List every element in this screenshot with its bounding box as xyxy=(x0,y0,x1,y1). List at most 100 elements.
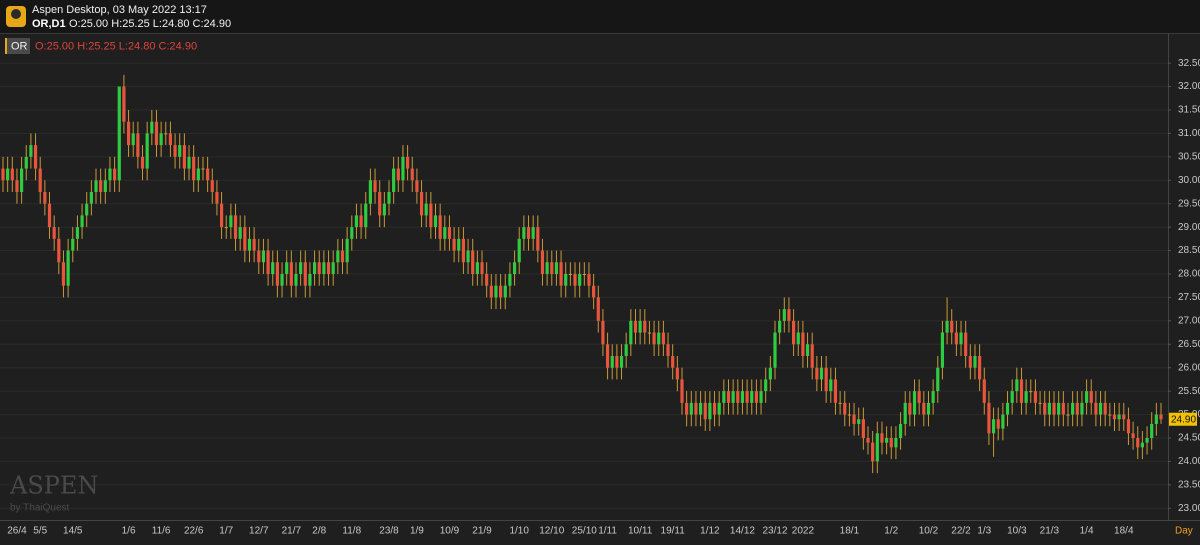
candle-body xyxy=(247,238,252,251)
x-tick-label: 22/2 xyxy=(951,526,971,537)
x-axis-label: Day xyxy=(1175,526,1193,537)
x-tick-label: 14/12 xyxy=(730,526,755,537)
candle-body xyxy=(280,273,284,286)
candle-body xyxy=(1126,419,1131,434)
candle-body xyxy=(685,402,689,415)
app-icon-mark xyxy=(11,9,21,19)
candle-body xyxy=(15,180,19,192)
candle-body xyxy=(759,391,763,403)
x-tick-label: 18/1 xyxy=(840,526,860,537)
x-tick-label: 12/7 xyxy=(249,526,269,537)
candle-body xyxy=(438,215,442,239)
candle-body xyxy=(47,203,52,228)
candle-body xyxy=(857,419,861,424)
candle-body xyxy=(396,168,400,181)
candle-body xyxy=(126,121,131,146)
candle-body xyxy=(917,391,921,403)
candle-body xyxy=(1131,433,1135,438)
x-tick-label: 1/11 xyxy=(598,526,617,537)
x-tick-label: 14/5 xyxy=(63,526,83,537)
y-tick-label: 25.50 xyxy=(1178,386,1200,397)
candle-body xyxy=(661,332,665,345)
candle-body xyxy=(736,391,740,403)
candle-body xyxy=(117,86,121,181)
x-tick-label: 21/3 xyxy=(1040,526,1060,537)
candle-body xyxy=(406,156,410,169)
x-tick-label: 2022 xyxy=(792,526,815,537)
candle-body xyxy=(322,262,326,274)
candle-body xyxy=(145,133,149,169)
candle-body xyxy=(71,238,75,251)
candle-body xyxy=(340,250,345,263)
candle-body xyxy=(843,402,847,415)
candle-body xyxy=(1108,414,1112,416)
candle-body xyxy=(778,320,782,333)
candle-body xyxy=(936,367,940,392)
candle-body xyxy=(233,215,238,239)
candle-body xyxy=(922,402,926,415)
candle-body xyxy=(140,156,145,169)
candle-body xyxy=(768,367,772,380)
candle-body xyxy=(512,262,517,274)
candle-body xyxy=(880,433,884,443)
window-title: Aspen Desktop, 03 May 2022 13:17 xyxy=(32,4,207,16)
candle-body xyxy=(792,320,796,345)
candle-body xyxy=(643,320,647,333)
candle-body xyxy=(303,262,307,286)
candle-body xyxy=(991,419,996,434)
candle-body xyxy=(629,320,633,345)
candle-body xyxy=(1094,402,1098,415)
candle-body xyxy=(461,238,466,263)
y-tick-label: 29.00 xyxy=(1178,222,1200,233)
candle-body xyxy=(266,250,270,274)
candle-body xyxy=(1047,402,1051,415)
candle-body xyxy=(43,191,47,204)
candle-body xyxy=(359,215,363,228)
x-tick-label: 10/2 xyxy=(919,526,939,537)
candle-body xyxy=(698,402,703,415)
candle-body xyxy=(1154,414,1158,424)
candle-body xyxy=(592,285,596,298)
candle-body xyxy=(6,168,10,181)
candle-body xyxy=(150,121,154,134)
candle-body xyxy=(178,145,182,157)
candle-body xyxy=(1117,414,1121,420)
candle-body xyxy=(1145,437,1149,443)
y-tick-label: 27.00 xyxy=(1178,315,1200,326)
x-tick-label: 12/10 xyxy=(539,526,564,537)
candle-body xyxy=(819,367,824,380)
candle-body xyxy=(415,180,419,192)
candle-body xyxy=(773,332,777,368)
candle-body xyxy=(671,355,675,368)
candle-body xyxy=(294,273,298,286)
candle-body xyxy=(689,402,693,415)
candle-body xyxy=(810,344,814,368)
candle-body xyxy=(885,437,889,443)
candle-body xyxy=(782,309,786,321)
candle-body xyxy=(680,379,684,403)
candle-body xyxy=(615,355,619,368)
x-tick-label: 10/9 xyxy=(440,526,460,537)
candle-body xyxy=(1061,402,1065,415)
candle-body xyxy=(666,344,670,356)
y-tick-label: 32.50 xyxy=(1178,58,1200,69)
candle-body xyxy=(894,437,898,448)
candle-body xyxy=(429,203,433,228)
candle-body xyxy=(815,367,819,380)
candle-body xyxy=(99,180,103,192)
candle-body xyxy=(38,168,42,192)
candle-body xyxy=(559,262,563,286)
candle-body xyxy=(410,168,414,181)
candle-body xyxy=(373,180,377,192)
candle-body xyxy=(959,332,963,345)
legend-ohlc: O:25.00 H:25.25 L:24.80 C:24.90 xyxy=(35,40,197,52)
candle-body xyxy=(787,309,791,321)
candle-body xyxy=(764,379,768,392)
candle-body xyxy=(750,391,754,403)
candle-body xyxy=(950,320,954,333)
candle-body xyxy=(419,191,424,216)
candle-body xyxy=(694,402,698,415)
candle-body xyxy=(601,320,605,345)
